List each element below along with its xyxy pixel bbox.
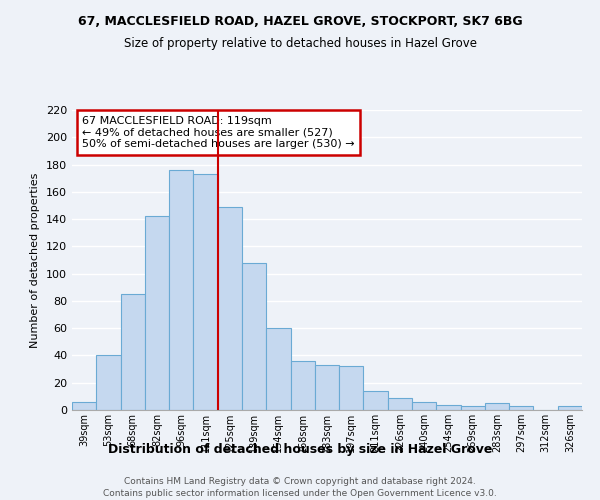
Bar: [315, 365, 339, 410]
Bar: [290, 361, 315, 410]
Text: Contains HM Land Registry data © Crown copyright and database right 2024.: Contains HM Land Registry data © Crown c…: [124, 478, 476, 486]
Bar: [169, 170, 193, 410]
Bar: [558, 406, 582, 410]
Bar: [121, 294, 145, 410]
Bar: [96, 356, 121, 410]
Bar: [72, 402, 96, 410]
Bar: [242, 262, 266, 410]
Bar: [485, 403, 509, 410]
Bar: [218, 207, 242, 410]
Bar: [436, 404, 461, 410]
Bar: [266, 328, 290, 410]
Bar: [461, 406, 485, 410]
Text: 67, MACCLESFIELD ROAD, HAZEL GROVE, STOCKPORT, SK7 6BG: 67, MACCLESFIELD ROAD, HAZEL GROVE, STOC…: [77, 15, 523, 28]
Bar: [412, 402, 436, 410]
Bar: [364, 391, 388, 410]
Text: Size of property relative to detached houses in Hazel Grove: Size of property relative to detached ho…: [124, 38, 476, 51]
Bar: [509, 406, 533, 410]
Bar: [193, 174, 218, 410]
Y-axis label: Number of detached properties: Number of detached properties: [31, 172, 40, 348]
Bar: [339, 366, 364, 410]
Text: Contains public sector information licensed under the Open Government Licence v3: Contains public sector information licen…: [103, 489, 497, 498]
Text: Distribution of detached houses by size in Hazel Grove: Distribution of detached houses by size …: [108, 442, 492, 456]
Text: 67 MACCLESFIELD ROAD: 119sqm
← 49% of detached houses are smaller (527)
50% of s: 67 MACCLESFIELD ROAD: 119sqm ← 49% of de…: [82, 116, 355, 149]
Bar: [388, 398, 412, 410]
Bar: [145, 216, 169, 410]
